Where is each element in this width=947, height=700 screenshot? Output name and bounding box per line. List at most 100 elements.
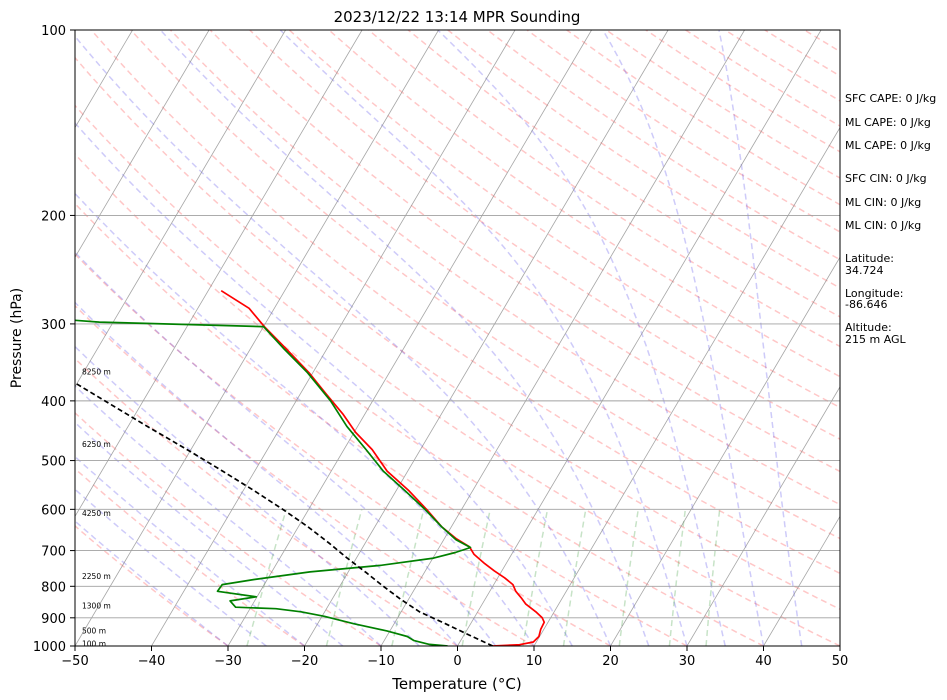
isotherm-line: [227, 30, 592, 646]
ml-cape-text: ML CAPE: 0 J/kg: [845, 116, 931, 129]
moist-adiabat: [718, 30, 803, 646]
dry-adiabat: [75, 56, 840, 610]
ml-cin-text-2: ML CIN: 0 J/kg: [845, 219, 921, 232]
dry-adiabat: [75, 202, 688, 646]
moist-adiabat: [75, 251, 497, 646]
isotherm-line: [610, 256, 840, 646]
x-tick-label: −30: [214, 654, 241, 669]
dry-adiabat: [75, 304, 535, 646]
mixing-ratio-line: [668, 509, 687, 646]
height-label: 4250 m: [82, 509, 111, 518]
isotherm-line: [686, 385, 840, 646]
dry-adiabat: [75, 253, 611, 646]
dry-adiabat: [75, 153, 764, 646]
altitude-value: 215 m AGL: [845, 333, 907, 346]
moist-adiabat: [602, 30, 765, 646]
moist-adiabat: [75, 421, 344, 646]
profile-line-2: [75, 319, 472, 646]
moist-adiabat: [75, 345, 420, 646]
y-axis: 100 200 300 400 500 600 700 800 900 1000: [33, 24, 75, 655]
x-tick-label: 40: [755, 654, 772, 669]
dry-adiabat: [288, 30, 840, 409]
y-tick-label: 500: [41, 455, 66, 470]
height-label: 8250 m: [82, 368, 111, 377]
x-axis: −50 −40 −30 −20 −10 0 10 20 30 40 50: [61, 646, 848, 669]
height-label: 100 m: [82, 639, 106, 648]
isotherm-line: [151, 30, 516, 646]
moist-adiabat: [437, 30, 727, 646]
dry-adiabat: [75, 357, 458, 646]
mixing-ratio-line: [705, 509, 721, 646]
altitude-label: Altitude:: [845, 321, 892, 334]
dry-adiabat: [75, 467, 305, 646]
isotherm-line: [457, 30, 822, 646]
mixing-ratio-line: [522, 509, 549, 646]
y-tick-label: 300: [41, 318, 66, 333]
x-tick-label: 50: [832, 654, 849, 669]
dry-adiabat: [75, 524, 229, 646]
isobar-gridlines: [75, 30, 840, 646]
y-tick-label: 800: [41, 580, 66, 595]
isotherm-line: [763, 515, 840, 646]
longitude-value: -86.646: [845, 298, 887, 311]
isotherm-line: [75, 30, 210, 258]
plot-frame: [74, 29, 841, 647]
sounding-info-panel: SFC CAPE: 0 J/kg ML CAPE: 0 J/kg ML CAPE…: [845, 92, 936, 346]
moist-adiabat: [75, 520, 229, 646]
y-axis-label: Pressure (hPa): [9, 288, 25, 388]
isotherm-line: [304, 30, 669, 646]
dry-adiabat: [447, 30, 840, 289]
moist-adiabat: [279, 30, 688, 646]
sounding-profiles: [75, 289, 546, 646]
dry-adiabat: [75, 104, 840, 646]
isotherm-line: [75, 30, 286, 388]
x-tick-label: −20: [291, 654, 318, 669]
height-label: 2250 m: [82, 572, 111, 581]
y-tick-label: 1000: [33, 640, 66, 655]
x-tick-label: 30: [679, 654, 696, 669]
y-tick-label: 700: [41, 545, 66, 560]
mixing-ratio-line: [325, 509, 363, 646]
x-tick-label: 20: [602, 654, 619, 669]
moist-adiabat: [159, 30, 650, 646]
isotherm-line: [533, 126, 840, 646]
dry-adiabat: [328, 30, 840, 378]
x-tick-label: −50: [61, 654, 88, 669]
dry-adiabat: [249, 30, 840, 440]
background-lines: [75, 30, 840, 646]
x-tick-label: 0: [453, 654, 461, 669]
isotherm-line: [75, 30, 363, 518]
profile-line-1: [220, 289, 546, 646]
moist-adiabat: [75, 488, 267, 646]
height-label: 500 m: [82, 627, 106, 636]
dry-adiabat: [169, 30, 840, 506]
dry-adiabat: [130, 30, 840, 540]
longitude-label: Longitude:: [845, 287, 903, 300]
chart-title: 2023/12/22 13:14 MPR Sounding: [334, 8, 581, 26]
latitude-label: Latitude:: [845, 252, 894, 265]
y-tick-label: 600: [41, 503, 66, 518]
dry-adiabat: [75, 411, 382, 646]
x-tick-label: −40: [138, 654, 165, 669]
moist-adiabat: [75, 301, 459, 646]
latitude-value: 34.724: [845, 264, 884, 277]
y-tick-label: 400: [41, 395, 66, 410]
height-label: 6250 m: [82, 440, 111, 449]
ml-cape-text-2: ML CAPE: 0 J/kg: [845, 139, 931, 152]
height-label: 1300 m: [82, 601, 111, 610]
isotherm-line: [380, 30, 745, 646]
x-tick-label: 10: [526, 654, 543, 669]
sfc-cin-text: SFC CIN: 0 J/kg: [845, 172, 927, 185]
dry-adiabat: [90, 30, 840, 575]
sfc-cape-text: SFC CAPE: 0 J/kg: [845, 92, 936, 105]
ml-cin-text: ML CIN: 0 J/kg: [845, 196, 921, 209]
moist-adiabat: [75, 455, 305, 646]
y-tick-label: 200: [41, 209, 66, 224]
height-labels: 100 m 500 m 1300 m 2250 m 4250 m 6250 m 8250 m: [82, 368, 111, 649]
x-axis-label: Temperature (°C): [391, 675, 521, 693]
moist-adiabat: [75, 35, 612, 646]
y-tick-label: 900: [41, 612, 66, 627]
moist-adiabat: [75, 121, 573, 646]
x-tick-label: −10: [367, 654, 394, 669]
